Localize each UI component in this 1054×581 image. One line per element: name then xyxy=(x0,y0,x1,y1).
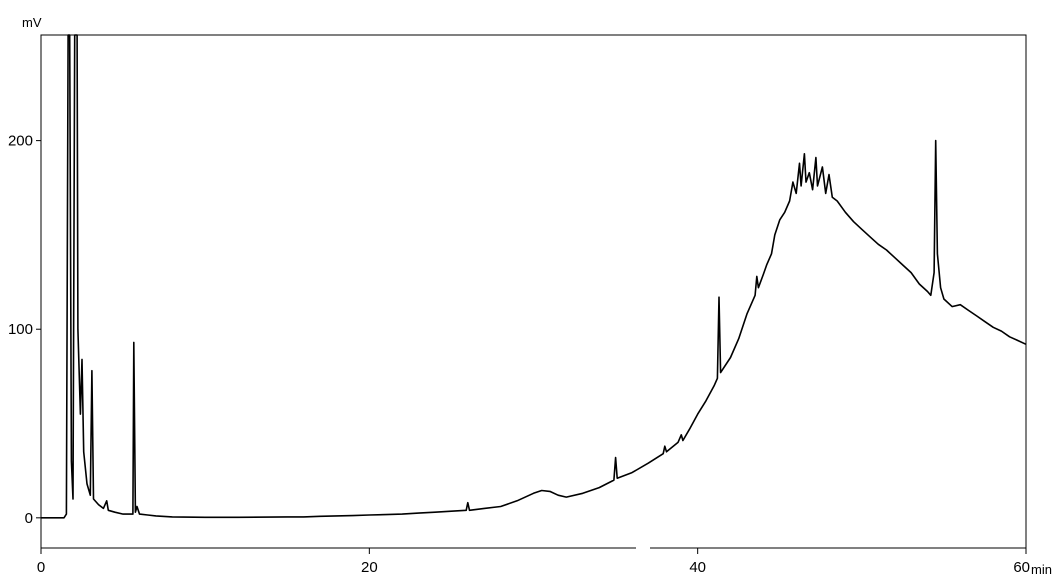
x-unit-label: min xyxy=(1031,562,1052,577)
chromatogram-trace xyxy=(41,34,1027,519)
x-tick-label: 0 xyxy=(37,559,45,576)
y-tick-label: 200 xyxy=(8,133,33,150)
y-axis-ticks: 0 100 200 xyxy=(8,133,41,527)
y-tick-label: 0 xyxy=(25,510,33,527)
x-tick-label: 40 xyxy=(689,559,706,576)
x-tick-label: 20 xyxy=(361,559,378,576)
y-tick-label: 100 xyxy=(8,321,33,338)
x-axis-ticks: 0 20 40 60 xyxy=(37,548,1030,576)
x-axis-break xyxy=(636,542,650,554)
y-unit-label: mV xyxy=(22,15,42,30)
plot-frame xyxy=(40,34,1027,549)
x-tick-label: 60 xyxy=(1013,559,1030,576)
